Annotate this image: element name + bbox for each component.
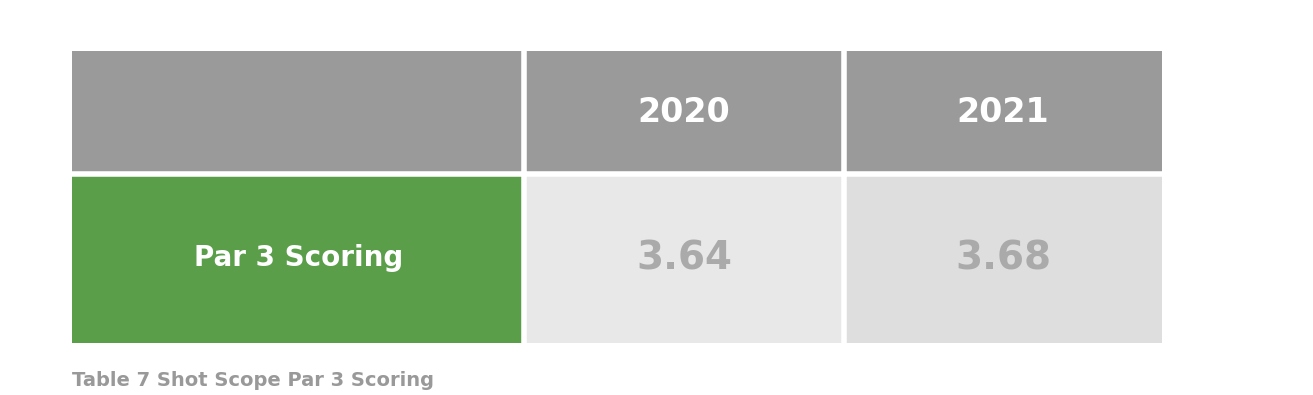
Text: 3.64: 3.64 — [635, 239, 733, 277]
Text: 3.68: 3.68 — [955, 239, 1050, 277]
FancyBboxPatch shape — [72, 51, 1162, 174]
FancyBboxPatch shape — [844, 174, 1162, 343]
Text: Par 3 Scoring: Par 3 Scoring — [194, 245, 403, 273]
FancyBboxPatch shape — [72, 174, 524, 343]
FancyBboxPatch shape — [524, 174, 844, 343]
Text: 2021: 2021 — [957, 96, 1049, 129]
Text: 2020: 2020 — [638, 96, 730, 129]
Text: Table 7 Shot Scope Par 3 Scoring: Table 7 Shot Scope Par 3 Scoring — [72, 371, 435, 389]
